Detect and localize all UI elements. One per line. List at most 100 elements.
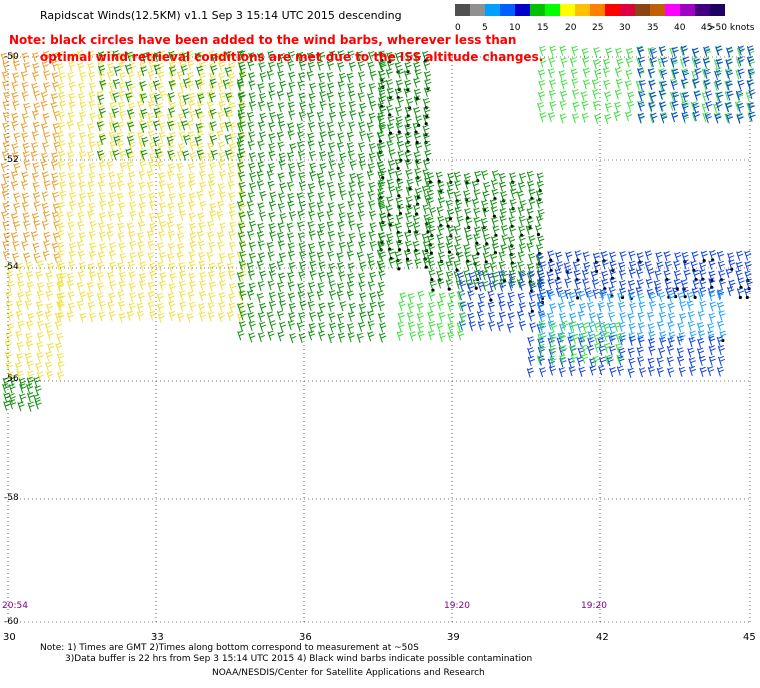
wind-barb	[208, 270, 216, 282]
wind-barb	[327, 151, 335, 162]
wind-barb	[327, 82, 335, 93]
wind-barb	[279, 182, 287, 193]
wind-barb	[238, 91, 246, 102]
wind-barb	[608, 335, 616, 346]
wind-barb	[519, 199, 527, 211]
wind-barb	[359, 311, 367, 322]
wind-barb	[187, 80, 195, 91]
wind-barb	[328, 262, 336, 273]
wind-barb	[207, 110, 215, 121]
wind-barb	[41, 220, 49, 231]
wind-barb	[577, 310, 585, 321]
wind-barb	[500, 224, 509, 236]
wind-barb	[499, 215, 507, 226]
wind-barb	[346, 72, 354, 83]
wind-barb	[387, 168, 395, 179]
wind-barb	[45, 361, 53, 372]
wind-barb	[259, 72, 267, 83]
wind-barb	[668, 331, 676, 342]
contamination-dot	[408, 187, 412, 191]
wind-barb	[52, 122, 60, 133]
wind-barb	[395, 52, 403, 63]
wind-barb	[108, 250, 117, 261]
wind-barb	[725, 80, 733, 91]
wind-barb	[147, 240, 155, 251]
wind-barb	[537, 346, 545, 357]
wind-barb	[51, 152, 59, 163]
wind-barb	[326, 271, 334, 282]
wind-barb	[369, 271, 377, 282]
wind-barb	[237, 132, 245, 143]
wind-barb	[326, 181, 335, 192]
wind-barb	[16, 272, 24, 283]
wind-barb	[31, 172, 39, 183]
wind-barb	[337, 80, 345, 91]
wind-barb	[519, 270, 527, 282]
wind-barb	[498, 300, 506, 312]
wind-barb	[276, 113, 284, 124]
wind-barb	[36, 320, 45, 331]
wind-barb	[197, 230, 205, 241]
wind-barb	[259, 270, 267, 281]
colorbar-label: 25	[592, 23, 603, 33]
contamination-dot	[397, 194, 401, 198]
wind-barb	[658, 68, 666, 79]
wind-barb	[499, 199, 507, 210]
wind-barb	[414, 176, 423, 187]
wind-barb	[66, 211, 74, 222]
wind-barb	[571, 333, 580, 344]
wind-barb	[572, 260, 580, 271]
wind-barb	[737, 45, 746, 56]
wind-barb	[488, 281, 497, 292]
wind-barb	[368, 142, 376, 153]
wind-barb	[628, 357, 636, 368]
wind-barb	[277, 291, 285, 302]
wind-barb	[2, 100, 10, 111]
wind-barb	[228, 241, 237, 252]
wind-barb	[708, 335, 716, 346]
wind-barb	[40, 91, 48, 102]
wind-barb	[152, 136, 160, 147]
wind-barb	[208, 92, 217, 103]
wind-barb	[218, 292, 226, 303]
wind-barb	[689, 330, 697, 341]
wind-barb	[99, 242, 107, 254]
wind-barb	[582, 79, 591, 90]
wind-barb	[498, 270, 506, 281]
wind-barb	[368, 82, 376, 93]
contamination-dot	[576, 258, 580, 262]
wind-barb	[287, 181, 295, 192]
wind-barb	[237, 108, 245, 120]
wind-barb	[98, 251, 106, 262]
wind-barb	[667, 312, 676, 323]
wind-barb	[577, 290, 586, 301]
wind-barb	[308, 92, 316, 103]
wind-barb	[179, 210, 187, 221]
wind-barb	[436, 322, 444, 333]
wind-barb	[36, 352, 44, 363]
wind-barb	[31, 141, 39, 153]
wind-barb	[497, 292, 505, 303]
wind-barb	[576, 356, 584, 367]
wind-barb	[218, 271, 226, 282]
wind-barb	[744, 261, 752, 272]
wind-barb	[189, 222, 197, 233]
contamination-dot	[673, 294, 678, 299]
wind-barb	[692, 102, 700, 113]
wind-barb	[36, 281, 45, 293]
wind-barb	[697, 337, 705, 349]
wind-barb	[594, 113, 602, 124]
wind-barb	[248, 162, 256, 173]
wind-barb	[257, 121, 266, 132]
wind-barb	[572, 89, 580, 100]
wind-barb	[112, 92, 120, 103]
colorbar-swatch	[455, 4, 470, 16]
wind-barb	[36, 331, 44, 343]
wind-barb	[560, 57, 568, 68]
lat-label: -50	[4, 52, 19, 62]
wind-barb	[224, 149, 233, 160]
wind-barb	[208, 241, 216, 252]
wind-barb	[59, 181, 67, 192]
wind-barb	[107, 200, 115, 211]
wind-barb	[227, 162, 235, 173]
